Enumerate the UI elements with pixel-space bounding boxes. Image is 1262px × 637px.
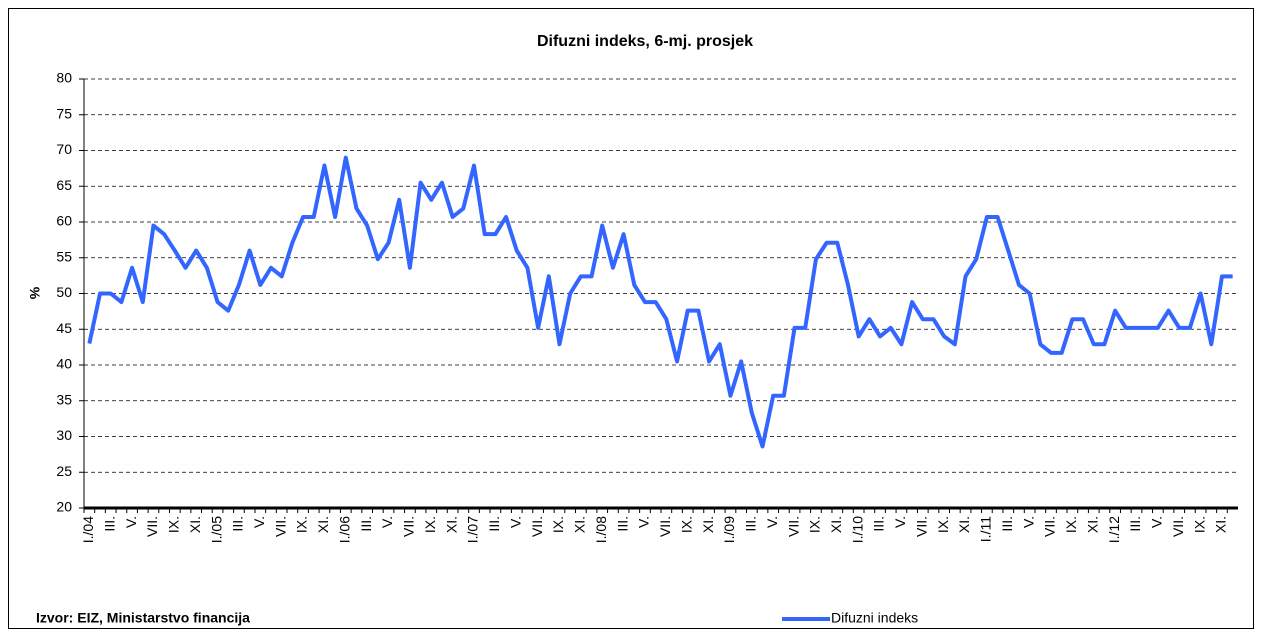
x-tick-label: III. — [614, 516, 630, 532]
y-tick-label: 55 — [56, 248, 72, 264]
legend-label: Difuzni indeks — [831, 610, 918, 626]
x-tick-label: IX. — [550, 516, 566, 533]
y-tick-label: 75 — [56, 105, 72, 121]
y-tick-label: 45 — [56, 320, 72, 336]
source-note: Izvor: EIZ, Ministarstvo financija — [36, 610, 250, 626]
chart-title: Difuzni indeks, 6-mj. prosjek — [537, 33, 753, 50]
x-tick-label: VII. — [657, 516, 673, 537]
x-tick-label: XI. — [700, 516, 716, 533]
x-tick-label: I./07 — [465, 516, 481, 543]
y-tick-label: 40 — [56, 356, 72, 372]
y-tick-label: 60 — [56, 213, 72, 229]
y-tick-label: 25 — [56, 463, 72, 479]
x-tick-label: VII. — [529, 516, 545, 537]
x-tick-label: V. — [892, 516, 908, 528]
y-tick-label: 50 — [56, 284, 72, 300]
y-tick-label: 70 — [56, 141, 72, 157]
chart-frame — [8, 8, 1254, 629]
x-tick-label: I./11 — [978, 516, 994, 542]
x-tick-label: V. — [764, 516, 780, 528]
x-tick-label: III. — [999, 516, 1015, 532]
x-tick-label: IX. — [678, 516, 694, 533]
x-tick-label: V. — [1020, 516, 1036, 528]
x-tick-label: IX. — [807, 516, 823, 533]
x-tick-label: I./05 — [208, 516, 224, 543]
x-tick-label: XI. — [1213, 516, 1229, 533]
x-tick-label: VII. — [785, 516, 801, 537]
data-line — [87, 155, 1233, 449]
x-tick-label: IX. — [1063, 516, 1079, 533]
x-tick-label: I./08 — [593, 516, 609, 543]
x-tick-label: III. — [1127, 516, 1143, 532]
x-tick-label: V. — [123, 516, 139, 528]
x-tick-label: III. — [101, 516, 117, 532]
y-tick-label: 30 — [56, 427, 72, 443]
y-tick-label: 20 — [56, 499, 72, 515]
x-tick-label: IX. — [1191, 516, 1207, 533]
x-tick-label: IX. — [422, 516, 438, 533]
x-tick-label: III. — [486, 516, 502, 532]
y-axis-label: % — [27, 286, 43, 299]
x-tick-label: I./06 — [336, 516, 352, 543]
x-tick-label: V. — [379, 516, 395, 528]
x-tick-label: XI. — [315, 516, 331, 533]
x-tick-label: I./12 — [1106, 516, 1122, 543]
x-tick-label: III. — [358, 516, 374, 532]
x-tick-label: VII. — [913, 516, 929, 537]
x-tick-label: XI. — [1084, 516, 1100, 533]
y-tick-label: 80 — [56, 70, 72, 86]
x-tick-label: XI. — [187, 516, 203, 533]
x-tick-label: VII. — [144, 516, 160, 537]
x-tick-label: V. — [507, 516, 523, 528]
x-tick-label: I./09 — [721, 516, 737, 543]
x-tick-label: I./04 — [80, 516, 96, 543]
x-tick-label: XI. — [572, 516, 588, 533]
x-tick-label: VII. — [1170, 516, 1186, 537]
x-tick-label: VII. — [401, 516, 417, 537]
y-tick-label: 35 — [56, 391, 72, 407]
x-tick-label: IX. — [294, 516, 310, 533]
x-tick-label: XI. — [956, 516, 972, 533]
x-tick-label: III. — [743, 516, 759, 532]
x-tick-label: V. — [1149, 516, 1165, 528]
x-tick-label: III. — [871, 516, 887, 532]
x-tick-label: VII. — [272, 516, 288, 537]
x-tick-label: XI. — [828, 516, 844, 533]
x-tick-label: I./10 — [849, 516, 865, 543]
x-tick-label: IX. — [935, 516, 951, 533]
x-tick-label: V. — [636, 516, 652, 528]
x-tick-label: V. — [251, 516, 267, 528]
x-tick-label: IX. — [166, 516, 182, 533]
y-tick-label: 65 — [56, 177, 72, 193]
x-tick-label: VII. — [1042, 516, 1058, 537]
x-tick-label: III. — [230, 516, 246, 532]
x-tick-label: XI. — [443, 516, 459, 533]
